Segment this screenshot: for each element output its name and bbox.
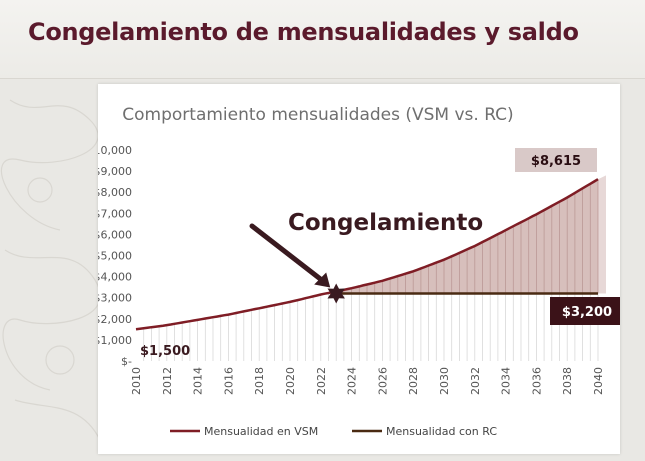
savings-gap-area xyxy=(336,179,598,294)
y-tick-label: $5,000 xyxy=(98,250,132,263)
page-title: Congelamiento de mensualidades y saldo xyxy=(28,18,579,46)
rc-value: $3,200 xyxy=(562,305,612,320)
freeze-arrow-head-icon xyxy=(314,272,331,288)
y-tick-label: $2,000 xyxy=(98,313,132,326)
x-tick-label: 2014 xyxy=(192,367,205,395)
x-tick-label: 2026 xyxy=(376,367,389,395)
x-tick-label: 2016 xyxy=(222,367,235,395)
y-tick-label: $3,000 xyxy=(98,292,132,305)
background-ornament xyxy=(0,99,101,441)
freeze-label: Congelamiento xyxy=(288,210,483,236)
legend: Mensualidad en VSM Mensualidad con RC xyxy=(170,425,497,438)
x-tick-label: 2034 xyxy=(500,367,513,395)
freeze-arrow xyxy=(249,223,329,286)
y-tick-label: $7,000 xyxy=(98,207,132,220)
plot-area: $10,000 $9,000 $8,000 $7,000 $6,000 $5,000 $4,… xyxy=(98,144,620,395)
freeze-star-icon xyxy=(327,283,345,304)
x-tick-label: 2036 xyxy=(530,367,543,395)
y-tick-label: $8,000 xyxy=(98,186,132,199)
y-tick-label: $6,000 xyxy=(98,228,132,241)
x-tick-label: 2030 xyxy=(438,367,451,395)
savings-gap-extension xyxy=(598,175,606,294)
x-tick-label: 2040 xyxy=(592,367,605,395)
x-tick-label: 2020 xyxy=(284,367,297,395)
x-tick-label: 2018 xyxy=(253,367,266,395)
legend-label: Mensualidad con RC xyxy=(386,425,497,438)
series-line-vsm xyxy=(135,178,599,331)
start-value-label: $1,500 xyxy=(140,344,190,359)
y-tick-label: $9,000 xyxy=(98,165,132,178)
y-tick-label: $10,000 xyxy=(98,144,132,157)
end-vsm-value: $8,615 xyxy=(531,154,581,169)
chart-panel: Comportamiento mensualidades (VSM vs. RC… xyxy=(98,84,620,454)
rc-callout xyxy=(550,297,620,325)
chart-title: Comportamiento mensualidades (VSM vs. RC… xyxy=(122,105,513,125)
x-tick-label: 2028 xyxy=(407,367,420,395)
x-tick-label: 2010 xyxy=(130,367,143,395)
x-tick-label: 2024 xyxy=(346,367,359,395)
x-tick-label: 2038 xyxy=(561,367,574,395)
header-band xyxy=(0,0,645,79)
x-tick-label: 2032 xyxy=(469,367,482,395)
legend-label: Mensualidad en VSM xyxy=(204,425,318,438)
y-tick-label: $4,000 xyxy=(98,271,132,284)
x-tick-label: 2012 xyxy=(161,367,174,395)
y-tick-label: $- xyxy=(121,355,132,368)
end-vsm-callout xyxy=(515,148,597,172)
x-tick-label: 2022 xyxy=(315,367,328,395)
chart-svg: Comportamiento mensualidades (VSM vs. RC… xyxy=(98,105,620,438)
y-tick-label: $1,000 xyxy=(98,334,132,347)
